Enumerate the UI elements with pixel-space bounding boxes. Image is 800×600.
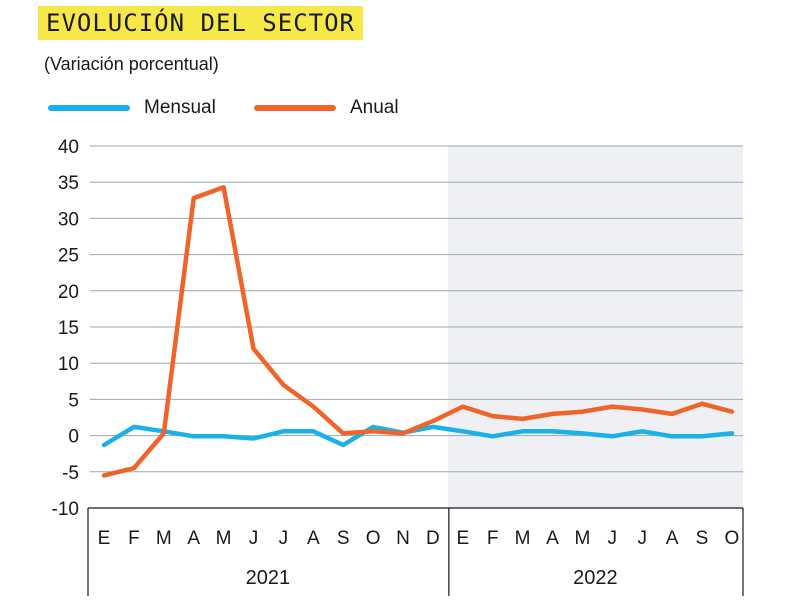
y-tick-label: 0 [68,427,79,448]
y-tick-label: 15 [58,318,79,339]
x-tick-label: S [337,528,350,549]
x-tick-label: N [396,528,410,549]
series-line-anual [101,185,735,478]
title-highlight: EVOLUCIÓN DEL SECTOR [38,6,363,40]
x-tick-label: J [249,528,259,549]
x-tick-label: J [279,528,289,549]
x-tick-label: M [515,528,531,549]
y-tick-label: 25 [58,246,79,267]
x-tick-label: A [307,528,320,549]
chart-title: EVOLUCIÓN DEL SECTOR [46,9,355,37]
y-tick-label: 5 [68,390,79,411]
series-lines [101,185,735,478]
x-tick-label: F [487,528,499,549]
y-axis-labels: 40 35 30 25 20 15 10 5 0 -5 -10 [52,137,79,520]
y-tick-label: 35 [58,173,79,194]
x-tick-label: F [128,528,140,549]
y-tick-label: -10 [52,499,79,520]
x-tick-label: M [216,528,232,549]
x-tick-label: O [366,528,381,549]
legend-item-anual: Anual [254,97,399,119]
legend-item-mensual: Mensual [48,97,216,119]
x-tick-label: D [426,528,440,549]
y-tick-label: -5 [62,463,79,484]
y-tick-label: 20 [58,282,79,303]
year-label: 2021 [246,567,291,589]
x-tick-label: M [574,528,590,549]
y-tick-label: 40 [58,137,79,158]
x-tick-label: A [666,528,679,549]
x-tick-label: J [637,528,647,549]
x-tick-label: A [187,528,200,549]
legend-label-mensual: Mensual [144,97,216,118]
legend-label-anual: Anual [350,97,399,118]
x-tick-label: O [725,528,740,549]
series-line-mensual [101,424,735,448]
x-tick-label: S [696,528,709,549]
y-tick-label: 10 [58,354,79,375]
legend-swatch-anual [254,105,336,111]
x-axis [87,507,744,596]
x-tick-label: E [456,528,469,549]
year-label: 2022 [573,567,618,589]
y-tick-label: 30 [58,209,79,230]
x-tick-label: M [156,528,172,549]
x-tick-label: A [546,528,559,549]
chart-subtitle: (Variación porcentual) [44,54,219,74]
x-tick-label: E [98,528,111,549]
legend-swatch-mensual [48,105,130,111]
x-tick-label: J [608,528,618,549]
